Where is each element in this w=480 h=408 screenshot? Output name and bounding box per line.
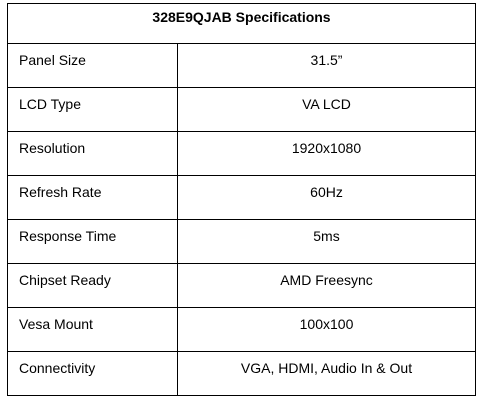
table-row: Chipset Ready AMD Freesync	[7, 263, 476, 308]
spec-value: 100x100	[177, 307, 476, 352]
spec-table: 328E9QJAB Specifications Panel Size 31.5…	[7, 3, 476, 396]
spec-value: VGA, HDMI, Audio In & Out	[177, 351, 476, 396]
spec-value: 31.5”	[177, 43, 476, 88]
spec-table-container: 328E9QJAB Specifications Panel Size 31.5…	[7, 3, 476, 396]
table-row: Panel Size 31.5”	[7, 43, 476, 88]
table-row: LCD Type VA LCD	[7, 87, 476, 132]
table-row: Refresh Rate 60Hz	[7, 175, 476, 220]
spec-label: Panel Size	[7, 43, 178, 88]
spec-value: AMD Freesync	[177, 263, 476, 308]
table-row: Response Time 5ms	[7, 219, 476, 264]
spec-label: Vesa Mount	[7, 307, 178, 352]
spec-value: VA LCD	[177, 87, 476, 132]
spec-label: Chipset Ready	[7, 263, 178, 308]
spec-label: Connectivity	[7, 351, 178, 396]
spec-label: Refresh Rate	[7, 175, 178, 220]
spec-value: 60Hz	[177, 175, 476, 220]
table-title: 328E9QJAB Specifications	[7, 3, 476, 44]
table-row: Resolution 1920x1080	[7, 131, 476, 176]
table-row: Connectivity VGA, HDMI, Audio In & Out	[7, 351, 476, 396]
table-header-row: 328E9QJAB Specifications	[7, 3, 476, 44]
table-row: Vesa Mount 100x100	[7, 307, 476, 352]
spec-label: Resolution	[7, 131, 178, 176]
spec-value: 5ms	[177, 219, 476, 264]
spec-label: LCD Type	[7, 87, 178, 132]
spec-label: Response Time	[7, 219, 178, 264]
spec-value: 1920x1080	[177, 131, 476, 176]
